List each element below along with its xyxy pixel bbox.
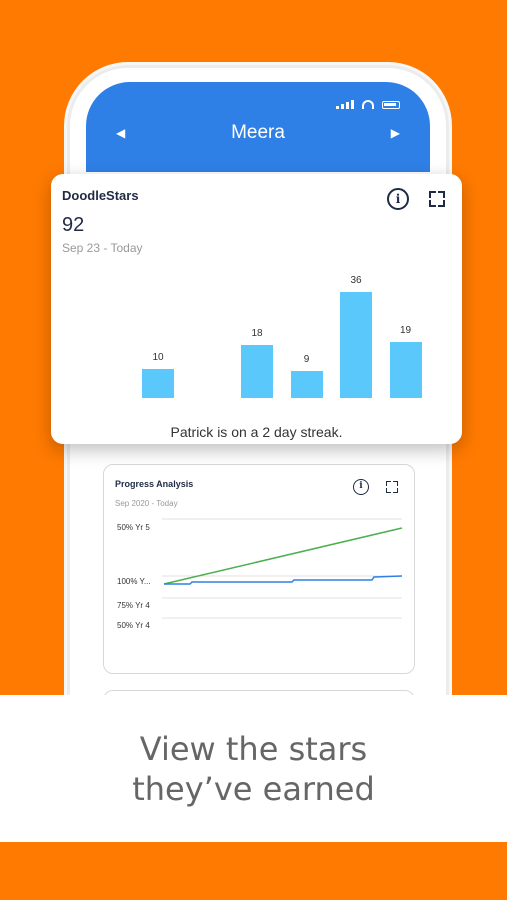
page-title: Meera xyxy=(231,122,285,143)
bar-chart: 10 18 9 36 19 xyxy=(51,174,462,444)
progress-label: 75% Yr 4 xyxy=(117,601,150,610)
expand-icon[interactable] xyxy=(429,191,445,207)
chevron-right-icon[interactable]: ▶ xyxy=(390,126,400,140)
banner-line-1: View the stars xyxy=(139,730,368,768)
expand-icon[interactable] xyxy=(386,481,398,493)
bar-value-label: 18 xyxy=(251,328,263,339)
series-line-blue xyxy=(164,575,403,585)
bar xyxy=(142,369,174,398)
progress-title: Progress Analysis xyxy=(115,479,194,489)
series-line-green xyxy=(163,527,403,585)
card-title: DoodleStars xyxy=(62,188,139,203)
progress-chart xyxy=(162,518,403,619)
info-icon[interactable]: i xyxy=(387,188,409,210)
signal-icon xyxy=(336,100,354,109)
star-count: 92 xyxy=(62,214,85,236)
progress-label: 50% Yr 4 xyxy=(117,621,150,630)
progress-label: 100% Y... xyxy=(117,577,151,586)
bar-value-label: 36 xyxy=(350,275,362,286)
date-range: Sep 23 - Today xyxy=(62,241,143,255)
bar-value-label: 9 xyxy=(303,354,310,365)
wifi-icon xyxy=(362,100,374,109)
battery-icon xyxy=(382,101,400,109)
bar xyxy=(340,292,372,398)
bar-value-label: 10 xyxy=(152,352,164,363)
bar xyxy=(389,342,422,398)
bar xyxy=(241,345,273,398)
progress-analysis-card[interactable]: Progress Analysis Sep 2020 - Today i 50%… xyxy=(103,464,415,674)
promo-banner: View the stars they’ve earned xyxy=(0,695,507,842)
progress-range: Sep 2020 - Today xyxy=(115,499,178,508)
status-bar xyxy=(336,100,400,109)
bar-value-label: 19 xyxy=(399,325,412,336)
progress-label: 50% Yr 5 xyxy=(117,523,150,532)
doodlestars-card[interactable]: DoodleStars 92 Sep 23 - Today i 10 18 9 36 1… xyxy=(51,174,462,444)
streak-message: Patrick is on a 2 day streak. xyxy=(170,424,343,440)
info-icon[interactable]: i xyxy=(353,479,369,495)
bar xyxy=(290,371,323,398)
chevron-left-icon[interactable]: ◀ xyxy=(116,126,126,140)
app-header: ◀ Meera ▶ xyxy=(86,82,430,172)
banner-line-2: they’ve earned xyxy=(132,770,375,808)
